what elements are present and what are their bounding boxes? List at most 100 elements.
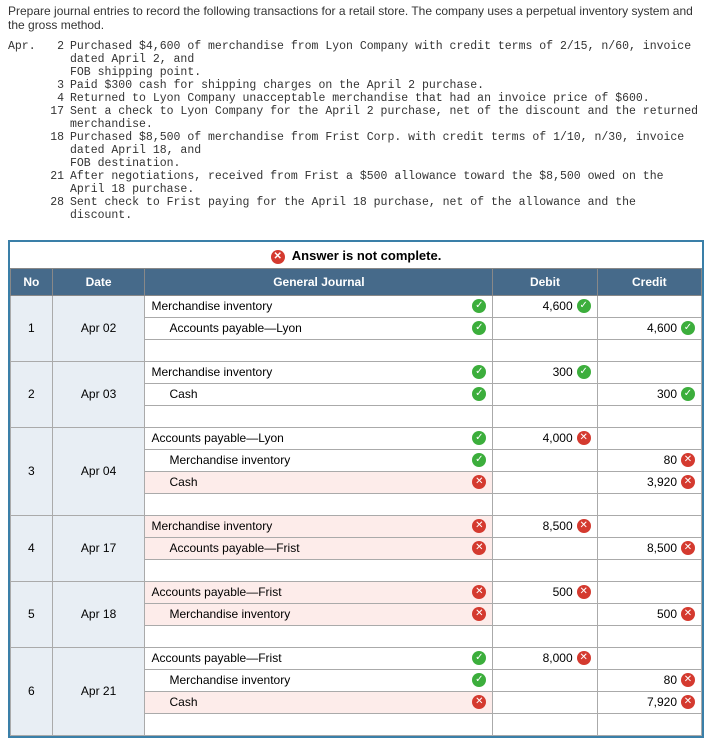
x-icon: ✕ bbox=[472, 519, 486, 533]
debit-cell[interactable] bbox=[493, 603, 597, 625]
debit-cell[interactable] bbox=[493, 405, 597, 427]
account-cell[interactable] bbox=[145, 339, 493, 361]
transaction-list: Apr.2Purchased $4,600 of merchandise fro… bbox=[0, 36, 712, 232]
transaction-line: FOB destination. bbox=[8, 157, 704, 170]
credit-cell[interactable] bbox=[597, 493, 701, 515]
x-icon: ✕ bbox=[681, 695, 695, 709]
credit-cell[interactable]: 500✕ bbox=[597, 603, 701, 625]
check-icon: ✓ bbox=[577, 365, 591, 379]
x-icon: ✕ bbox=[472, 475, 486, 489]
credit-cell[interactable]: 8,500✕ bbox=[597, 537, 701, 559]
credit-cell[interactable] bbox=[597, 339, 701, 361]
debit-cell[interactable]: 300✓ bbox=[493, 361, 597, 383]
x-icon: ✕ bbox=[681, 673, 695, 687]
debit-cell[interactable] bbox=[493, 471, 597, 493]
intro-text: Prepare journal entries to record the fo… bbox=[0, 0, 712, 36]
account-cell[interactable]: Cash✓ bbox=[145, 383, 493, 405]
debit-cell[interactable] bbox=[493, 493, 597, 515]
credit-cell[interactable] bbox=[597, 405, 701, 427]
check-icon: ✓ bbox=[472, 321, 486, 335]
entry-no: 3 bbox=[11, 427, 53, 515]
account-cell[interactable] bbox=[145, 625, 493, 647]
account-cell[interactable] bbox=[145, 559, 493, 581]
x-icon: ✕ bbox=[577, 651, 591, 665]
account-cell[interactable] bbox=[145, 405, 493, 427]
check-icon: ✓ bbox=[472, 651, 486, 665]
entry-no: 5 bbox=[11, 581, 53, 647]
entry-date: Apr 17 bbox=[52, 515, 145, 581]
credit-cell[interactable]: 4,600✓ bbox=[597, 317, 701, 339]
entry-date: Apr 21 bbox=[52, 647, 145, 735]
credit-cell[interactable]: 300✓ bbox=[597, 383, 701, 405]
check-icon: ✓ bbox=[577, 299, 591, 313]
account-cell[interactable]: Merchandise inventory✓ bbox=[145, 449, 493, 471]
account-cell[interactable]: Merchandise inventory✕ bbox=[145, 603, 493, 625]
account-cell[interactable]: Merchandise inventory✓ bbox=[145, 669, 493, 691]
credit-cell[interactable]: 7,920✕ bbox=[597, 691, 701, 713]
credit-cell[interactable] bbox=[597, 361, 701, 383]
transaction-line: 4Returned to Lyon Company unacceptable m… bbox=[8, 92, 704, 105]
account-cell[interactable]: Cash✕ bbox=[145, 471, 493, 493]
account-cell[interactable]: Accounts payable—Frist✕ bbox=[145, 537, 493, 559]
entry-date: Apr 03 bbox=[52, 361, 145, 427]
table-row: 3Apr 04Accounts payable—Lyon✓4,000✕ bbox=[11, 427, 702, 449]
transaction-line: 3Paid $300 cash for shipping charges on … bbox=[8, 79, 704, 92]
table-row: 2Apr 03Merchandise inventory✓300✓ bbox=[11, 361, 702, 383]
check-icon: ✓ bbox=[681, 387, 695, 401]
x-icon: ✕ bbox=[472, 585, 486, 599]
answer-status: ✕ Answer is not complete. bbox=[10, 242, 702, 268]
credit-cell[interactable] bbox=[597, 559, 701, 581]
table-row: 6Apr 21Accounts payable—Frist✓8,000✕ bbox=[11, 647, 702, 669]
credit-cell[interactable]: 3,920✕ bbox=[597, 471, 701, 493]
credit-cell[interactable]: 80✕ bbox=[597, 669, 701, 691]
col-credit: Credit bbox=[597, 268, 701, 295]
account-cell[interactable]: Merchandise inventory✓ bbox=[145, 361, 493, 383]
col-debit: Debit bbox=[493, 268, 597, 295]
credit-cell[interactable] bbox=[597, 625, 701, 647]
account-cell[interactable] bbox=[145, 713, 493, 735]
transaction-line: 17Sent a check to Lyon Company for the A… bbox=[8, 105, 704, 131]
credit-cell[interactable] bbox=[597, 713, 701, 735]
account-cell[interactable]: Merchandise inventory✓ bbox=[145, 295, 493, 317]
check-icon: ✓ bbox=[472, 299, 486, 313]
x-icon: ✕ bbox=[681, 453, 695, 467]
debit-cell[interactable] bbox=[493, 691, 597, 713]
credit-cell[interactable] bbox=[597, 647, 701, 669]
debit-cell[interactable] bbox=[493, 713, 597, 735]
col-date: Date bbox=[52, 268, 145, 295]
account-cell[interactable]: Accounts payable—Lyon✓ bbox=[145, 317, 493, 339]
credit-cell[interactable] bbox=[597, 295, 701, 317]
account-cell[interactable]: Accounts payable—Frist✕ bbox=[145, 581, 493, 603]
credit-cell[interactable]: 80✕ bbox=[597, 449, 701, 471]
debit-cell[interactable]: 4,600✓ bbox=[493, 295, 597, 317]
entry-no: 6 bbox=[11, 647, 53, 735]
debit-cell[interactable] bbox=[493, 383, 597, 405]
debit-cell[interactable] bbox=[493, 537, 597, 559]
account-cell[interactable]: Cash✕ bbox=[145, 691, 493, 713]
debit-cell[interactable] bbox=[493, 317, 597, 339]
debit-cell[interactable] bbox=[493, 339, 597, 361]
debit-cell[interactable]: 4,000✕ bbox=[493, 427, 597, 449]
entry-no: 4 bbox=[11, 515, 53, 581]
debit-cell[interactable]: 8,000✕ bbox=[493, 647, 597, 669]
transaction-line: 18Purchased $8,500 of merchandise from F… bbox=[8, 131, 704, 157]
credit-cell[interactable] bbox=[597, 427, 701, 449]
answer-box: ✕ Answer is not complete. No Date Genera… bbox=[8, 240, 704, 738]
x-icon: ✕ bbox=[472, 695, 486, 709]
x-icon: ✕ bbox=[681, 475, 695, 489]
transaction-line: 21After negotiations, received from Fris… bbox=[8, 170, 704, 196]
journal-table: No Date General Journal Debit Credit 1Ap… bbox=[10, 268, 702, 736]
col-journal: General Journal bbox=[145, 268, 493, 295]
debit-cell[interactable]: 500✕ bbox=[493, 581, 597, 603]
debit-cell[interactable] bbox=[493, 669, 597, 691]
account-cell[interactable]: Accounts payable—Frist✓ bbox=[145, 647, 493, 669]
account-cell[interactable] bbox=[145, 493, 493, 515]
debit-cell[interactable] bbox=[493, 449, 597, 471]
check-icon: ✓ bbox=[472, 387, 486, 401]
transaction-line: FOB shipping point. bbox=[8, 66, 704, 79]
account-cell[interactable]: Accounts payable—Lyon✓ bbox=[145, 427, 493, 449]
check-icon: ✓ bbox=[681, 321, 695, 335]
credit-cell[interactable] bbox=[597, 581, 701, 603]
debit-cell[interactable] bbox=[493, 625, 597, 647]
debit-cell[interactable] bbox=[493, 559, 597, 581]
